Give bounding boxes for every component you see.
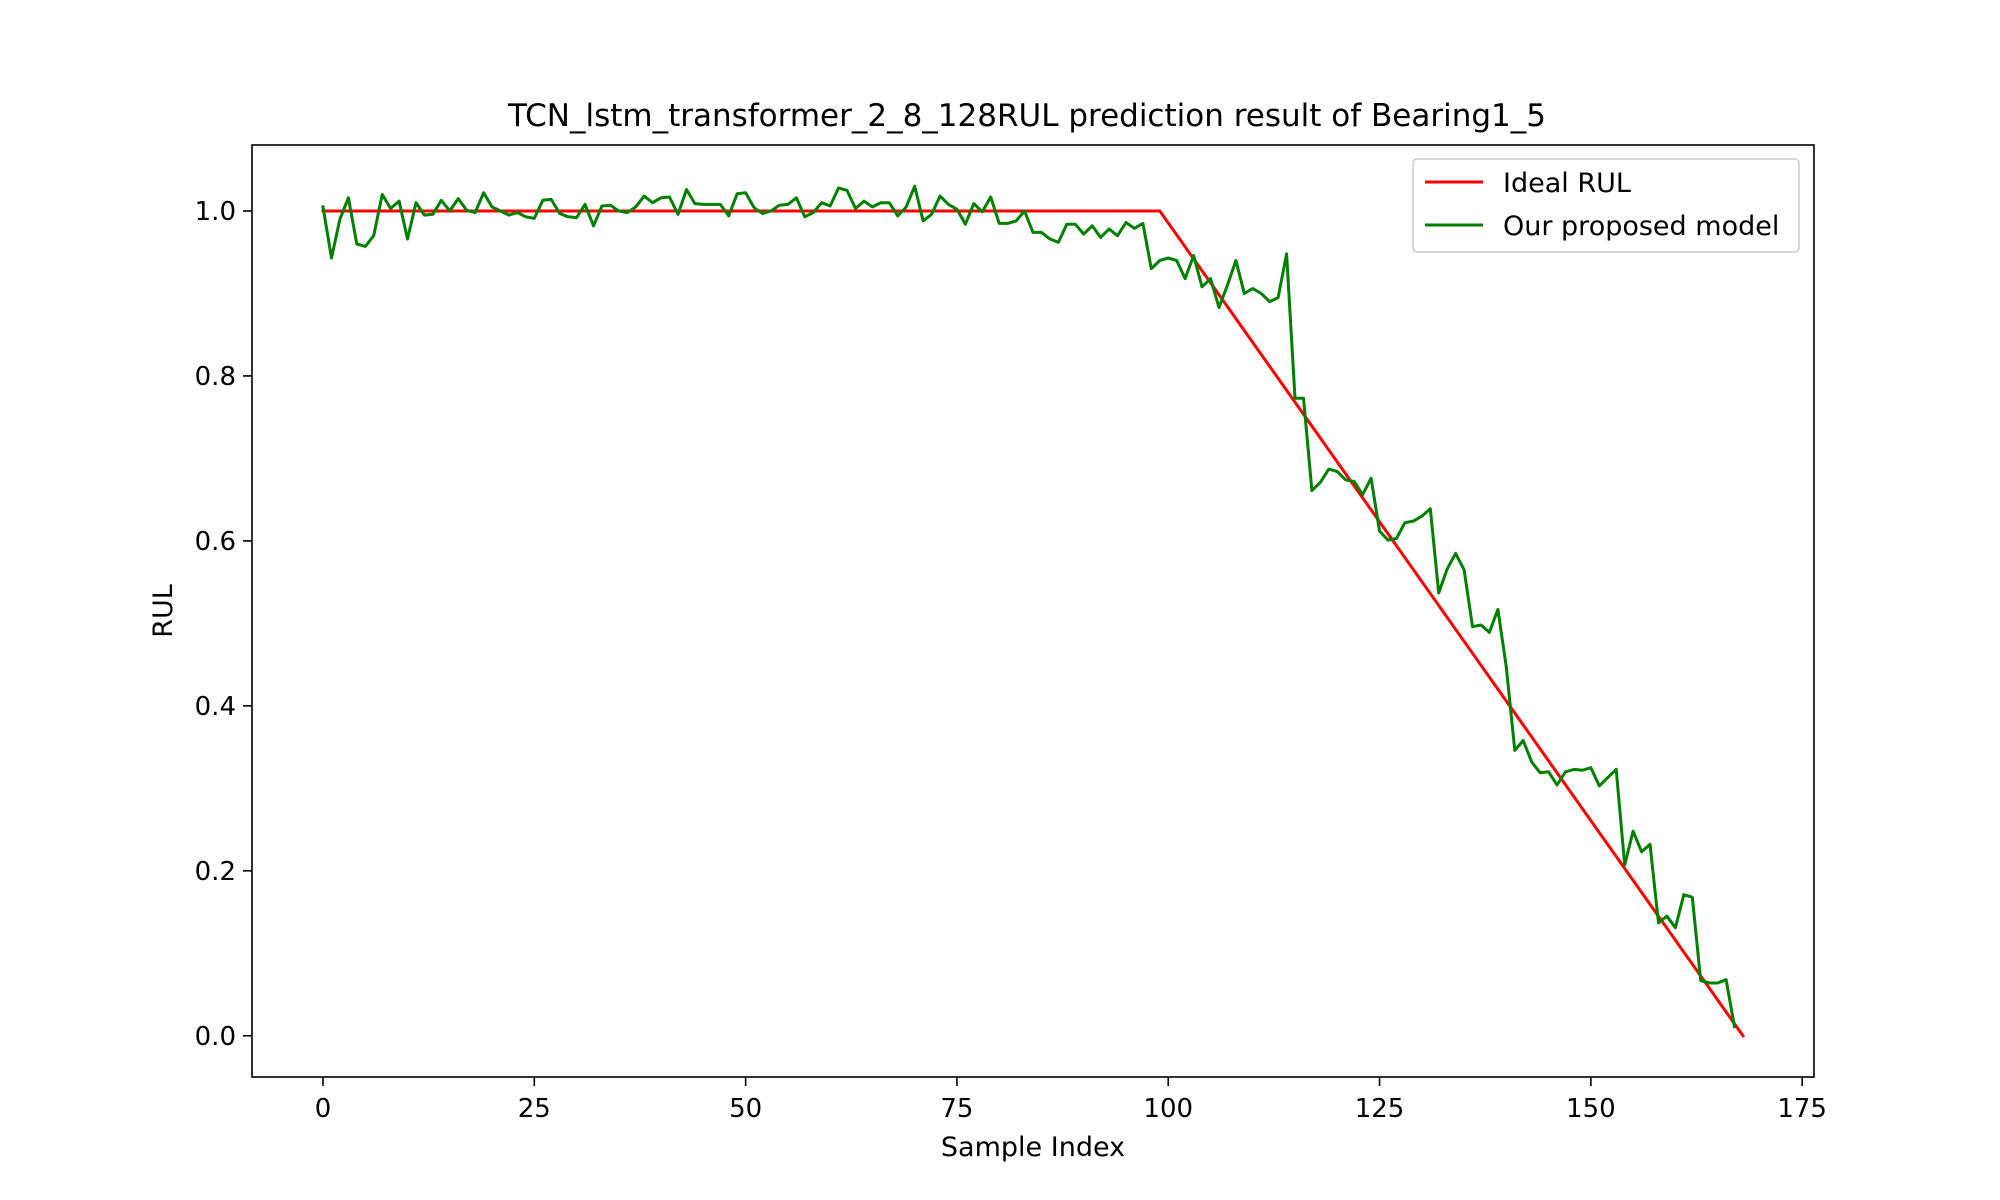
y-tick-label: 0.4 (195, 692, 236, 722)
y-tick-label: 0.0 (195, 1022, 236, 1052)
plot-area (251, 144, 1815, 1078)
series-layer (321, 184, 1746, 1038)
x-tick-label: 75 (940, 1094, 973, 1124)
chart-title: TCN_lstm_transformer_2_8_128RUL predicti… (507, 98, 1546, 134)
legend-label-ideal-rul: Ideal RUL (1503, 168, 1631, 199)
x-axis-label: Sample Index (941, 1132, 1125, 1163)
y-tick-label: 0.8 (195, 362, 236, 392)
x-tick-label: 150 (1566, 1094, 1616, 1124)
x-axis-ticks: 0 25 50 75 100 125 150 175 (315, 1077, 1827, 1124)
legend-label-proposed-model: Our proposed model (1503, 211, 1779, 242)
x-tick-label: 0 (315, 1094, 332, 1124)
y-axis-ticks: 0.0 0.2 0.4 0.6 0.8 1.0 (195, 197, 252, 1052)
legend-box (1412, 158, 1800, 253)
series-line-proposed-model (321, 184, 1737, 1029)
x-tick-label: 25 (518, 1094, 551, 1124)
x-tick-label: 175 (1777, 1094, 1827, 1124)
plot-frame (251, 144, 1815, 1078)
y-axis-label: RUL (148, 584, 179, 638)
series-line-ideal-rul (321, 209, 1746, 1038)
y-tick-label: 0.6 (195, 527, 236, 557)
x-tick-label: 125 (1355, 1094, 1405, 1124)
y-tick-label: 0.2 (195, 857, 236, 887)
legend: Ideal RUL Our proposed model (1412, 158, 1800, 253)
x-tick-label: 50 (729, 1094, 762, 1124)
y-tick-label: 1.0 (195, 197, 236, 227)
x-tick-label: 100 (1143, 1094, 1193, 1124)
